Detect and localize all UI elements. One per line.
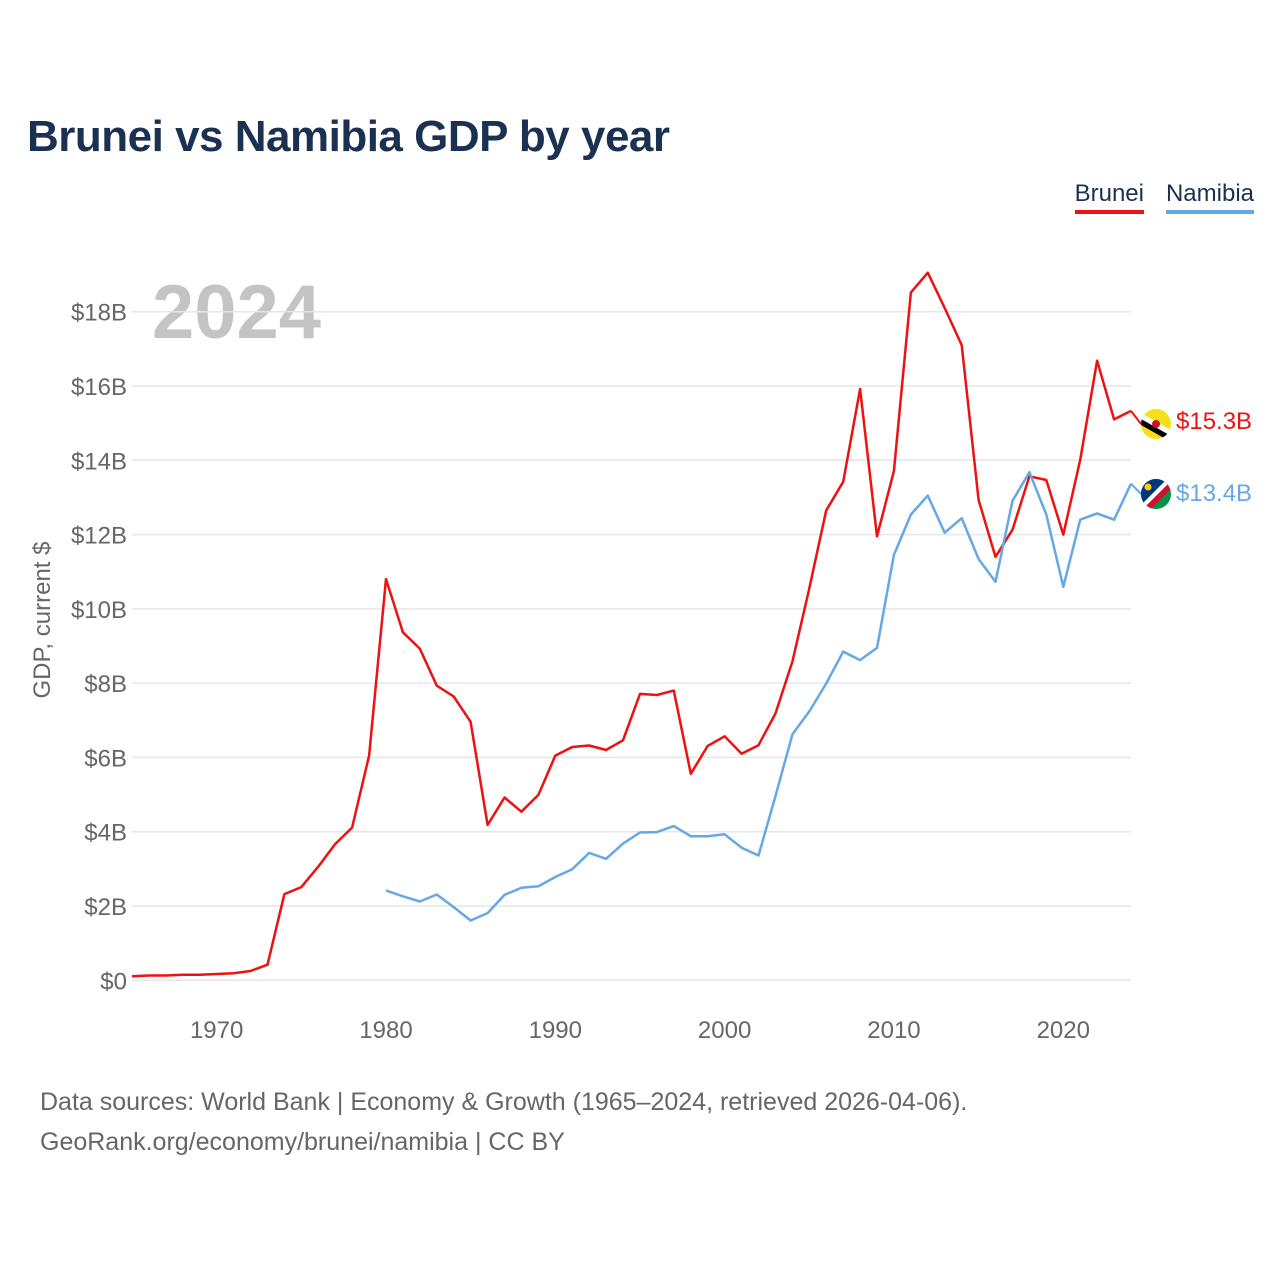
grid-lines (132, 310, 1131, 982)
y-axis-label: GDP, current $ (29, 542, 56, 699)
x-axis-ticks: 1970 1980 1990 2000 2010 2020 (190, 1017, 1090, 1044)
legend-item-brunei[interactable]: Brunei (1074, 180, 1144, 214)
end-connector-brunei (1130, 410, 1142, 425)
footer-attribution[interactable]: GeoRank.org/economy/brunei/namibia | CC … (40, 1128, 565, 1156)
chart-title: Brunei vs Namibia GDP by year (27, 112, 670, 161)
y-tick-label: $18B (71, 300, 127, 327)
series-lines (131, 271, 1142, 978)
y-tick-label: $4B (84, 820, 127, 847)
y-tick-label: $10B (71, 597, 127, 624)
legend-item-namibia[interactable]: Namibia (1165, 180, 1254, 214)
x-tick-label: 2020 (1037, 1017, 1090, 1044)
x-tick-label: 1980 (359, 1017, 412, 1044)
y-tick-label: $0 (100, 968, 127, 995)
y-tick-label: $2B (84, 894, 127, 921)
y-tick-label: $6B (84, 745, 127, 772)
end-value-label-brunei: $15.3B (1176, 408, 1252, 435)
y-tick-label: $8B (84, 671, 127, 698)
footer: Data sources: World Bank | Economy & Gro… (40, 1082, 967, 1162)
y-tick-label: $14B (71, 448, 127, 475)
x-tick-label: 1970 (190, 1017, 243, 1044)
end-connector-namibia (1130, 482, 1142, 495)
namibia-flag-icon (1141, 479, 1171, 509)
y-tick-label: $16B (71, 374, 127, 401)
series-line-brunei (131, 271, 1132, 978)
series-line-namibia (385, 470, 1133, 922)
y-tick-label: $12B (71, 523, 127, 550)
x-tick-label: 2010 (867, 1017, 920, 1044)
y-axis-ticks: $0 $2B $4B $6B $8B $10B $12B $14B $16B $18B (71, 300, 127, 996)
legend: Brunei Namibia (1074, 180, 1254, 214)
x-tick-label: 2000 (698, 1017, 751, 1044)
year-watermark: 2024 (152, 270, 321, 355)
footer-source: Data sources: World Bank | Economy & Gro… (40, 1088, 968, 1116)
x-tick-label: 1990 (529, 1017, 582, 1044)
gdp-line-chart: 2024 $0$2B$4B$6B$8B$10B$12B$14B$16B$18B … (29, 270, 1252, 1044)
end-value-label-namibia: $13.4B (1176, 480, 1252, 507)
brunei-flag-icon (1141, 409, 1171, 439)
